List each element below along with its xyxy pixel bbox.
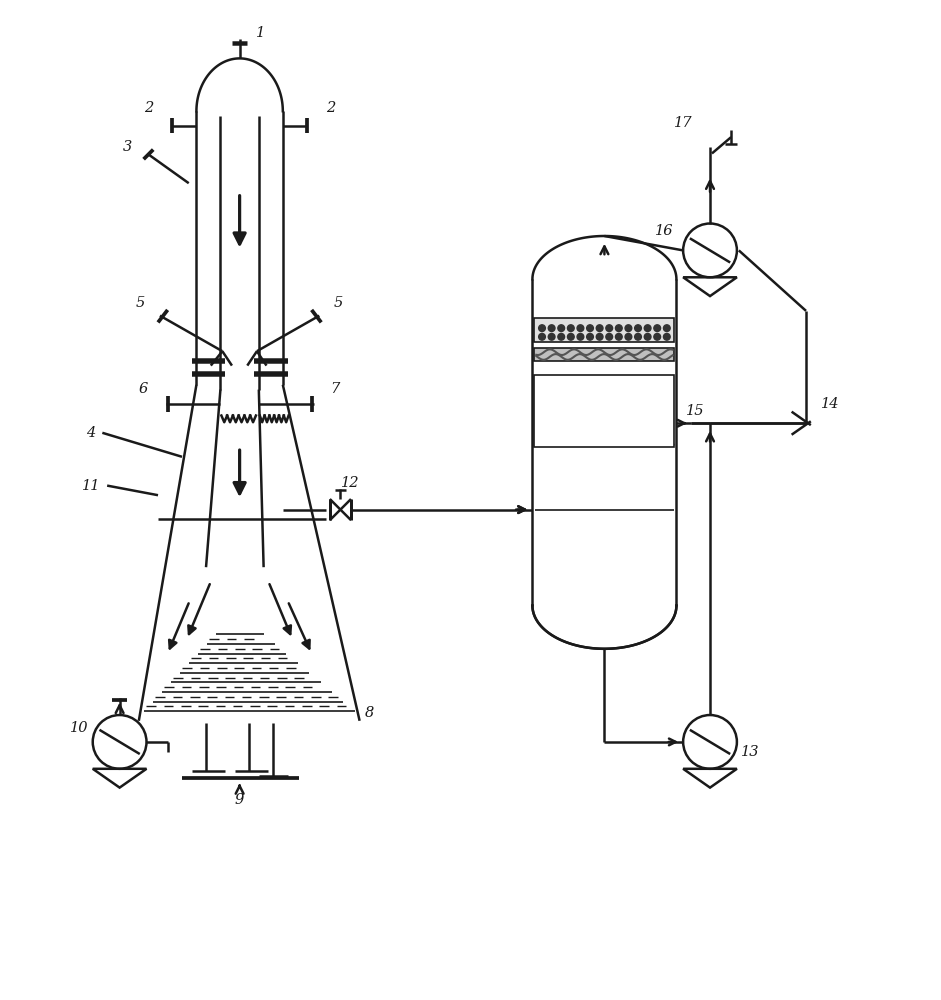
Text: 7: 7 bbox=[330, 382, 340, 396]
Bar bbox=[534, 375, 675, 447]
Text: 5: 5 bbox=[334, 296, 343, 310]
Circle shape bbox=[549, 325, 555, 332]
Circle shape bbox=[586, 333, 594, 340]
Text: 16: 16 bbox=[655, 224, 673, 238]
Text: 14: 14 bbox=[821, 397, 839, 411]
Circle shape bbox=[625, 325, 631, 332]
Circle shape bbox=[654, 333, 661, 340]
Text: 11: 11 bbox=[82, 479, 100, 493]
Text: 3: 3 bbox=[122, 140, 132, 154]
Circle shape bbox=[663, 325, 670, 332]
Text: 1: 1 bbox=[256, 26, 265, 40]
Text: 10: 10 bbox=[70, 721, 88, 735]
Text: 8: 8 bbox=[364, 706, 374, 720]
Bar bbox=[534, 318, 675, 342]
Circle shape bbox=[538, 333, 546, 340]
Circle shape bbox=[577, 333, 583, 340]
Circle shape bbox=[634, 333, 642, 340]
Circle shape bbox=[606, 325, 613, 332]
Circle shape bbox=[597, 325, 603, 332]
Circle shape bbox=[538, 325, 546, 332]
Circle shape bbox=[625, 333, 631, 340]
Circle shape bbox=[586, 325, 594, 332]
Text: 2: 2 bbox=[144, 101, 153, 115]
Circle shape bbox=[567, 333, 574, 340]
Circle shape bbox=[577, 325, 583, 332]
Circle shape bbox=[567, 325, 574, 332]
Circle shape bbox=[654, 325, 661, 332]
Text: 6: 6 bbox=[139, 382, 149, 396]
Circle shape bbox=[663, 333, 670, 340]
Text: 12: 12 bbox=[341, 476, 359, 490]
Circle shape bbox=[645, 325, 651, 332]
Circle shape bbox=[645, 333, 651, 340]
Circle shape bbox=[606, 333, 613, 340]
Circle shape bbox=[549, 333, 555, 340]
Circle shape bbox=[558, 333, 565, 340]
Text: 2: 2 bbox=[327, 101, 335, 115]
Circle shape bbox=[615, 333, 622, 340]
Text: 9: 9 bbox=[235, 793, 245, 807]
Circle shape bbox=[558, 325, 565, 332]
Circle shape bbox=[634, 325, 642, 332]
Circle shape bbox=[615, 325, 622, 332]
Text: 4: 4 bbox=[87, 426, 95, 440]
Circle shape bbox=[597, 333, 603, 340]
Text: 17: 17 bbox=[674, 116, 693, 130]
Bar bbox=[534, 348, 675, 361]
Text: 13: 13 bbox=[742, 745, 759, 759]
Text: 15: 15 bbox=[686, 404, 705, 418]
Text: 5: 5 bbox=[136, 296, 145, 310]
